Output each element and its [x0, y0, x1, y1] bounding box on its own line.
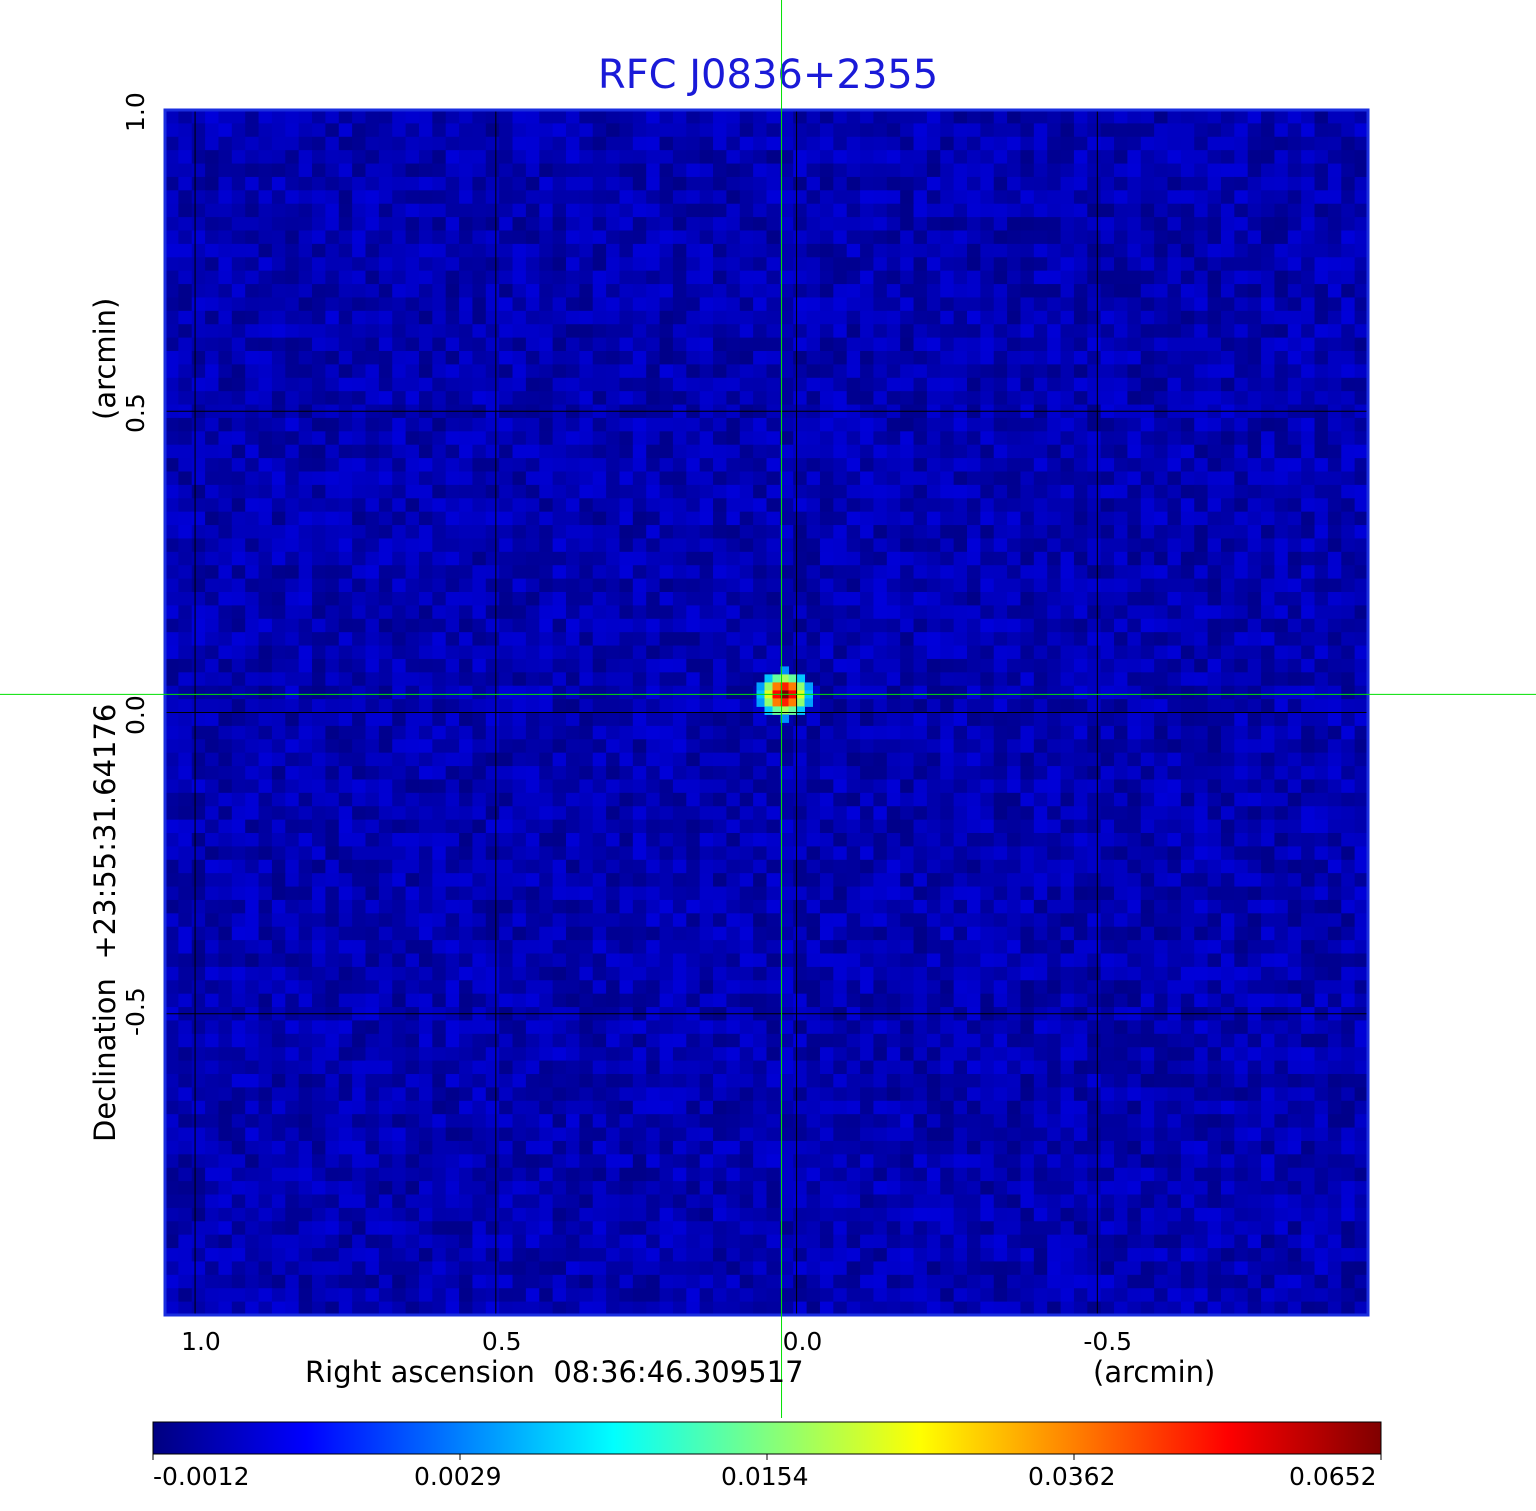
x-axis-unit: (arcmin)	[1093, 1355, 1216, 1389]
y-axis-unit: (arcmin)	[88, 297, 122, 420]
colorbar-tick-label: 0.0029	[414, 1462, 502, 1491]
colorbar-tick-label: -0.0012	[153, 1462, 250, 1491]
x-tick-label: 1.0	[181, 1327, 221, 1356]
plot-frame	[163, 108, 1370, 1317]
y-tick-label: 0.5	[121, 393, 150, 434]
y-tick-label: 0.0	[121, 694, 150, 735]
colorbar-tick-label: 0.0154	[721, 1462, 809, 1491]
y-tick-label: 1.0	[121, 92, 150, 132]
colorbar-tick-label: 0.0362	[1028, 1462, 1116, 1491]
x-tick-label: 0.0	[782, 1327, 823, 1356]
y-tick-label: -0.5	[121, 986, 150, 1036]
y-axis-label: Declination +23:55:31.64176	[88, 703, 122, 1142]
x-axis-label: Right ascension 08:36:46.309517	[305, 1355, 804, 1389]
x-tick-label: -0.5	[1083, 1327, 1133, 1356]
noise-pixels	[165, 110, 1369, 1316]
x-tick-label: 0.5	[481, 1327, 522, 1356]
colorbar	[152, 1421, 1382, 1455]
chart-title: RFC J0836+2355	[597, 52, 939, 98]
colorbar-tick-label: 0.0652	[1289, 1462, 1377, 1491]
